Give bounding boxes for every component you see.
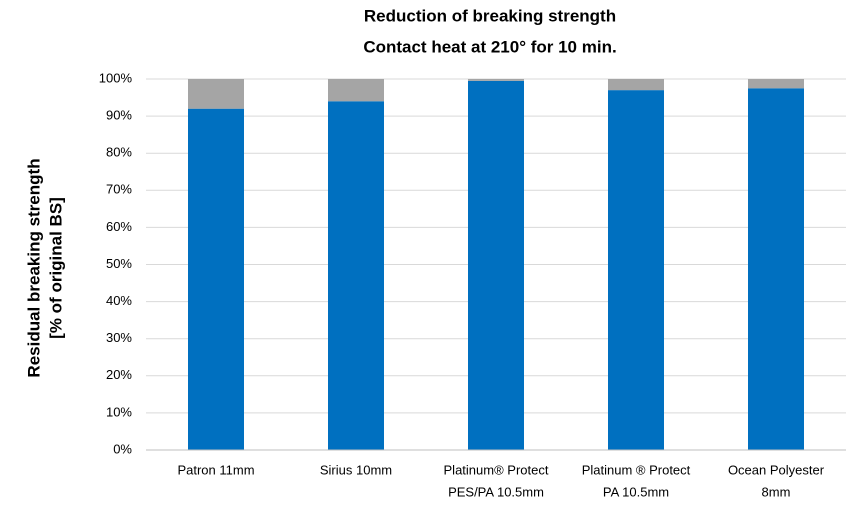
y-tick-label: 50%	[106, 256, 132, 271]
x-category-label: PES/PA 10.5mm	[448, 484, 544, 499]
bar-residual-strength	[328, 101, 384, 450]
x-category-label: 8mm	[762, 484, 791, 499]
bar-residual-strength	[468, 80, 524, 450]
x-category-label: Patron 11mm	[177, 462, 254, 477]
bar-strength-loss	[188, 79, 244, 109]
y-tick-label: 30%	[106, 330, 132, 345]
y-axis-title-line: Residual breaking strength	[24, 158, 43, 377]
bar-residual-strength	[748, 88, 804, 451]
y-tick-label: 70%	[106, 182, 132, 197]
chart-title-line: Contact heat at 210° for 10 min.	[363, 37, 616, 56]
y-tick-label: 0%	[113, 441, 132, 456]
x-category-label: PA 10.5mm	[603, 484, 669, 499]
bar-residual-strength	[188, 108, 244, 451]
bars	[188, 79, 804, 451]
y-tick-label: 10%	[106, 404, 132, 419]
y-tick-label: 40%	[106, 293, 132, 308]
x-category-label: Platinum® Protect	[444, 462, 549, 477]
y-tick-label: 20%	[106, 367, 132, 382]
y-axis-title: Residual breaking strength [% of original…	[24, 158, 65, 377]
y-tick-label: 80%	[106, 145, 132, 160]
x-category-label: Sirius 10mm	[320, 462, 392, 477]
y-axis-title-line: [% of original BS]	[46, 197, 65, 339]
bar-strength-loss	[468, 79, 524, 81]
bar-residual-strength	[608, 90, 664, 450]
x-axis-category-labels: Patron 11mm Sirius 10mm Platinum® Protect P…	[177, 462, 824, 499]
bar-strength-loss	[608, 79, 664, 91]
x-category-label: Platinum ® Protect	[582, 462, 691, 477]
y-tick-label: 60%	[106, 219, 132, 234]
chart-title: Reduction of breaking strength Contact he…	[363, 6, 616, 56]
chart-title-line: Reduction of breaking strength	[364, 6, 616, 25]
y-tick-label: 90%	[106, 108, 132, 123]
bar-strength-loss	[748, 79, 804, 89]
x-category-label: Ocean Polyester	[728, 462, 825, 477]
bar-strength-loss	[328, 79, 384, 102]
y-tick-label: 100%	[99, 70, 133, 85]
y-axis-tick-labels: 0% 10% 20% 30% 40% 50% 60% 70% 80% 90% 100%	[99, 70, 133, 456]
